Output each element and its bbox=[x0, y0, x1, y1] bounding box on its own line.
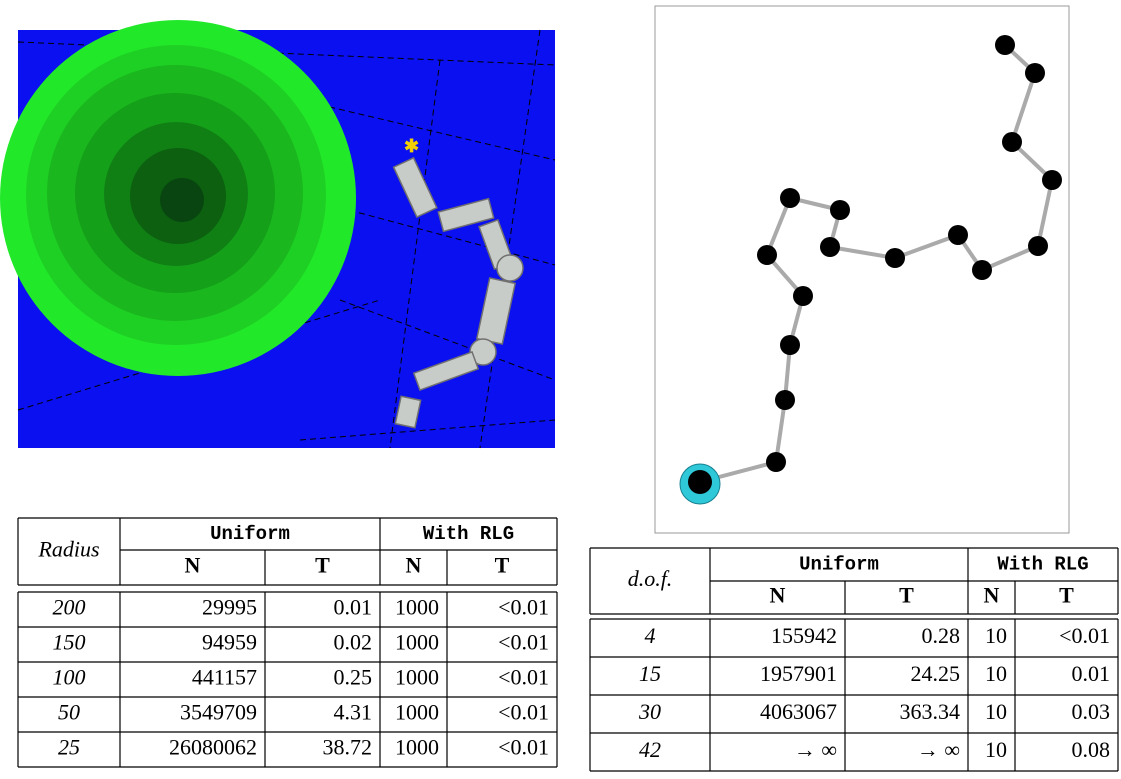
table-cell: 10 bbox=[985, 661, 1007, 686]
table-sub-header: N bbox=[185, 553, 201, 578]
table-cell: 4.31 bbox=[334, 700, 373, 725]
chain-joint bbox=[948, 225, 968, 245]
table-sub-header: T bbox=[495, 553, 510, 578]
table-cell: 15 bbox=[639, 661, 661, 686]
table-cell: 0.28 bbox=[922, 623, 961, 648]
chain-link bbox=[1036, 179, 1054, 247]
chain-joint bbox=[688, 470, 712, 494]
table-cell: 25 bbox=[58, 735, 80, 760]
chain-joint bbox=[1042, 170, 1062, 190]
table-cell: 4 bbox=[645, 623, 656, 648]
table-cell: 0.01 bbox=[1072, 661, 1111, 686]
table-cell: → ∞ bbox=[794, 737, 837, 762]
table-sub-header: T bbox=[315, 553, 330, 578]
chain-joint bbox=[780, 335, 800, 355]
table-cell: 1000 bbox=[395, 700, 439, 725]
chain-link bbox=[1010, 72, 1037, 143]
table-cell: 4063067 bbox=[760, 699, 837, 724]
table-cell: 0.03 bbox=[1072, 699, 1111, 724]
table-cell: 1000 bbox=[395, 595, 439, 620]
table-group-header: Uniform bbox=[210, 523, 290, 545]
table-cell: 30 bbox=[638, 699, 661, 724]
table-cell: <0.01 bbox=[498, 735, 549, 760]
table-group-header: With RLG bbox=[423, 523, 514, 545]
chain-joint bbox=[766, 452, 786, 472]
table-cell: 50 bbox=[58, 700, 80, 725]
table-sub-header: N bbox=[406, 553, 422, 578]
chain-link bbox=[765, 197, 792, 256]
table-cell: 10 bbox=[985, 623, 1007, 648]
table-cell: <0.01 bbox=[498, 630, 549, 655]
table-sub-header: N bbox=[984, 583, 1000, 608]
table-cell: 0.02 bbox=[334, 630, 373, 655]
table-cell: 10 bbox=[985, 699, 1007, 724]
table-cell: 1000 bbox=[395, 665, 439, 690]
chain-link bbox=[981, 244, 1039, 272]
table-cell: 26080062 bbox=[169, 735, 257, 760]
table-cell: 1957901 bbox=[760, 661, 837, 686]
chain-joint bbox=[793, 286, 813, 306]
table-cell: 10 bbox=[985, 737, 1007, 762]
table-cell: <0.01 bbox=[498, 595, 549, 620]
table-cell: 155942 bbox=[771, 623, 837, 648]
chain-joint bbox=[972, 260, 992, 280]
chain-joint bbox=[780, 188, 800, 208]
chain-link bbox=[829, 245, 896, 260]
table-cell: 441157 bbox=[192, 665, 257, 690]
table-cell: <0.01 bbox=[1059, 623, 1110, 648]
table-cell: 94959 bbox=[202, 630, 257, 655]
table-cell: 200 bbox=[53, 595, 86, 620]
table-cell: 0.01 bbox=[334, 595, 373, 620]
table-cell: 42 bbox=[639, 737, 661, 762]
table-header: Radius bbox=[37, 537, 99, 562]
chain-joint bbox=[1028, 236, 1048, 256]
svg-text:✱: ✱ bbox=[404, 136, 419, 156]
chain-joint bbox=[1025, 63, 1045, 83]
table-cell: 150 bbox=[53, 630, 86, 655]
chain-joint bbox=[820, 237, 840, 257]
chain-joint bbox=[995, 35, 1015, 55]
table-cell: 0.08 bbox=[1072, 737, 1111, 762]
chain-joint bbox=[757, 245, 777, 265]
table-cell: → ∞ bbox=[917, 737, 960, 762]
table-cell: 1000 bbox=[395, 735, 439, 760]
chain-scene bbox=[654, 5, 1070, 534]
table-cell: 363.34 bbox=[900, 699, 961, 724]
table-sub-header: T bbox=[1059, 583, 1074, 608]
table-group-header: Uniform bbox=[799, 554, 879, 576]
table-cell: 38.72 bbox=[323, 735, 373, 760]
table-header: d.o.f. bbox=[628, 566, 673, 591]
planar-scene: ✱ bbox=[0, 20, 556, 449]
table-group-header: With RLG bbox=[997, 554, 1088, 576]
table-cell: <0.01 bbox=[498, 700, 549, 725]
table-cell: 0.25 bbox=[334, 665, 373, 690]
table-sub-header: N bbox=[770, 583, 786, 608]
chain-joint bbox=[1002, 132, 1022, 152]
chain-joint bbox=[885, 248, 905, 268]
table-cell: 100 bbox=[53, 665, 86, 690]
chain-joint bbox=[830, 200, 850, 220]
table-cell: 29995 bbox=[202, 595, 257, 620]
table-sub-header: T bbox=[899, 583, 914, 608]
chain-link bbox=[774, 399, 787, 463]
chain-link bbox=[894, 233, 959, 260]
table-cell: 24.25 bbox=[911, 661, 961, 686]
table-cell: <0.01 bbox=[498, 665, 549, 690]
table-cell: 1000 bbox=[395, 630, 439, 655]
table-cell: 3549709 bbox=[180, 700, 257, 725]
chain-joint bbox=[775, 390, 795, 410]
